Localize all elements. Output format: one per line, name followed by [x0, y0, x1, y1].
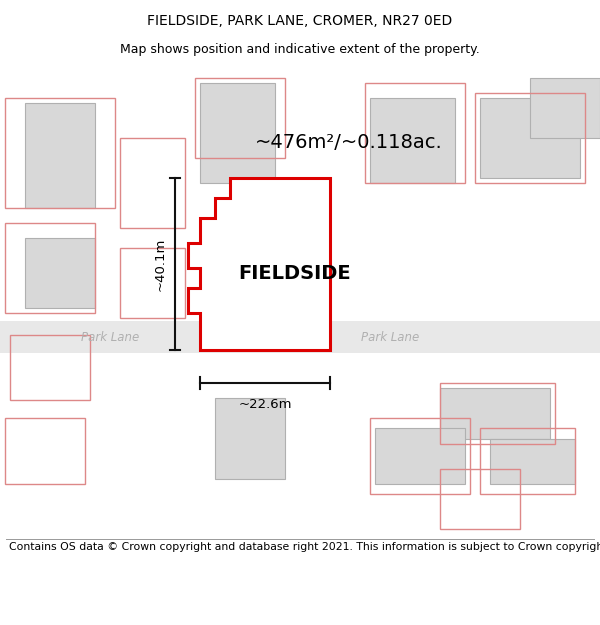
Bar [370, 419, 470, 494]
Text: ~40.1m: ~40.1m [154, 238, 167, 291]
Text: Park Lane: Park Lane [361, 331, 419, 344]
Bar [0, 321, 600, 353]
Text: ~22.6m: ~22.6m [238, 398, 292, 411]
Bar [25, 102, 95, 208]
Text: FIELDSIDE, PARK LANE, CROMER, NR27 0ED: FIELDSIDE, PARK LANE, CROMER, NR27 0ED [148, 14, 452, 28]
Polygon shape [188, 178, 330, 350]
Bar [215, 398, 285, 479]
Bar [5, 223, 95, 313]
Bar [120, 248, 185, 318]
Bar [375, 429, 465, 484]
Text: ~476m²/~0.118ac.: ~476m²/~0.118ac. [255, 133, 443, 152]
Bar [5, 98, 115, 208]
Text: FIELDSIDE: FIELDSIDE [239, 264, 352, 282]
Bar [5, 419, 85, 484]
Bar [530, 78, 600, 138]
Bar [370, 98, 455, 183]
Text: Contains OS data © Crown copyright and database right 2021. This information is : Contains OS data © Crown copyright and d… [9, 542, 600, 552]
Bar [440, 388, 550, 439]
Bar [25, 238, 95, 308]
Bar [440, 383, 555, 444]
Bar [480, 429, 575, 494]
Bar [365, 82, 465, 183]
Bar [200, 82, 275, 183]
Bar [10, 335, 90, 401]
Bar [120, 138, 185, 228]
Bar [490, 439, 575, 484]
Bar [195, 78, 285, 158]
Bar [480, 98, 580, 178]
Bar [475, 92, 585, 183]
Bar [440, 469, 520, 529]
Text: Map shows position and indicative extent of the property.: Map shows position and indicative extent… [120, 42, 480, 56]
Text: Park Lane: Park Lane [81, 331, 139, 344]
